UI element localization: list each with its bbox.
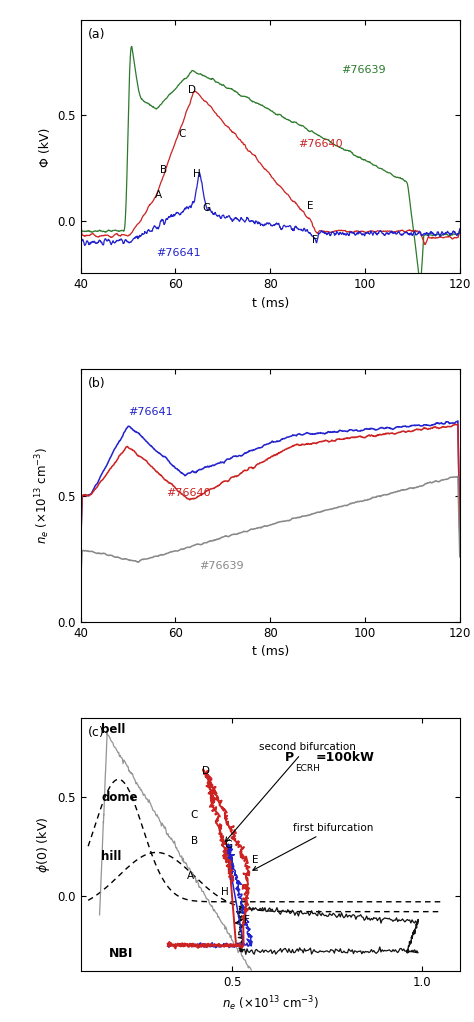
Text: bell: bell [101, 724, 126, 737]
Y-axis label: $\phi(0)$ (kV): $\phi(0)$ (kV) [35, 817, 52, 873]
Text: P: P [285, 751, 294, 764]
Text: A: A [155, 190, 163, 200]
Text: #76639: #76639 [341, 65, 386, 75]
Y-axis label: $n_e\ (\times 10^{13}\ \mathrm{cm}^{-3})$: $n_e\ (\times 10^{13}\ \mathrm{cm}^{-3})… [33, 448, 52, 544]
Text: B: B [160, 165, 167, 175]
Text: D: D [188, 85, 196, 95]
Text: F: F [312, 234, 318, 244]
Text: first bifurcation: first bifurcation [253, 823, 374, 871]
Text: F: F [245, 915, 250, 925]
Text: G: G [224, 839, 233, 849]
Text: E: E [307, 200, 314, 211]
Text: (c): (c) [88, 726, 105, 739]
Text: C: C [191, 809, 198, 820]
Text: second bifurcation: second bifurcation [226, 742, 356, 841]
Text: C: C [179, 129, 186, 139]
Text: A: A [187, 871, 194, 881]
Text: #76641: #76641 [156, 248, 201, 259]
Text: #76641: #76641 [128, 407, 173, 417]
Text: B: B [191, 836, 198, 845]
X-axis label: t (ms): t (ms) [252, 646, 289, 658]
Text: D: D [202, 766, 210, 777]
Text: E: E [252, 855, 258, 866]
Text: G: G [202, 203, 210, 213]
Text: H: H [221, 887, 228, 897]
Text: #76640: #76640 [166, 487, 210, 498]
Text: (b): (b) [88, 377, 106, 389]
Y-axis label: Φ (kV): Φ (kV) [39, 127, 52, 167]
Text: #76640: #76640 [299, 139, 343, 149]
Text: NBI: NBI [109, 946, 133, 960]
X-axis label: $n_e\ (\times 10^{13}\ \mathrm{cm}^{-3})$: $n_e\ (\times 10^{13}\ \mathrm{cm}^{-3})… [222, 994, 319, 1013]
Text: hill: hill [101, 850, 122, 863]
Text: (a): (a) [88, 28, 106, 41]
Text: #76639: #76639 [199, 561, 244, 571]
Text: ECRH: ECRH [295, 763, 319, 773]
Text: dome: dome [101, 791, 138, 803]
X-axis label: t (ms): t (ms) [252, 296, 289, 310]
Text: H: H [193, 170, 201, 179]
Text: =100kW: =100kW [316, 751, 374, 764]
